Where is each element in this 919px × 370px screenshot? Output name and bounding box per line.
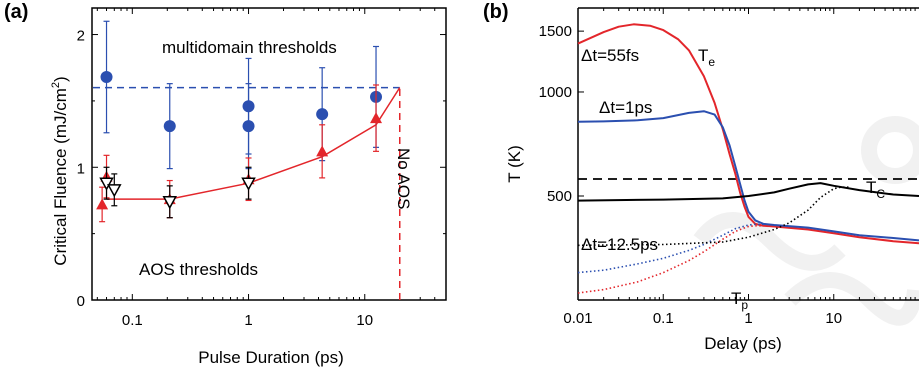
panel-a-series0-point0-marker xyxy=(100,71,113,84)
panel-b-series-5-tp-curve xyxy=(577,186,849,247)
annotation-te-sub: e xyxy=(708,55,715,69)
panel-b-xtick-label-3: 10 xyxy=(825,310,842,327)
panel-a-series1-point0-marker xyxy=(96,198,109,210)
panel-a-xtick-label-0: 0.1 xyxy=(122,312,143,329)
panel-a-ylabel-end: ) xyxy=(51,76,70,82)
annotation-tc: TC xyxy=(866,178,885,201)
panel-b-series-1-tp-curve xyxy=(577,225,764,294)
panel-a-label: (a) xyxy=(4,1,28,23)
panel-b-label: (b) xyxy=(483,1,509,23)
panel-b-series-2-curve xyxy=(577,110,919,242)
panel-b-ylabel: T (K) xyxy=(505,145,524,182)
panel-a-series0-point1-marker xyxy=(163,120,176,133)
panel-a-series0-point3-marker xyxy=(242,120,255,133)
annotation-tp-main: T xyxy=(731,289,741,308)
panel-a-ylabel-sup: 2 xyxy=(50,82,62,88)
panel-b-xtick-label-1: 0.1 xyxy=(653,310,674,327)
annotation-tp-sub: p xyxy=(741,298,748,312)
annotation-multidomain-thresholds: multidomain thresholds xyxy=(162,38,337,57)
annotation-te: Te xyxy=(698,46,715,69)
panel-a-series1-point5-marker xyxy=(370,112,383,124)
annotation-no-aos: No AOS xyxy=(394,148,413,209)
panel-a-ytick-label-1: 1 xyxy=(77,160,85,177)
panel-a-plot: 0.1 1 10 0 1 2 xyxy=(77,7,447,329)
panel-a-series2-point3-marker xyxy=(241,177,256,191)
panel-a-ytick-label-2: 2 xyxy=(77,28,85,45)
panel-b-plot: 0.01 0.1 1 10 500 1000 1500 xyxy=(539,7,919,327)
panel-b-ytick-label-2: 1500 xyxy=(539,23,572,40)
annotation-te-main: T xyxy=(698,46,708,65)
panel-b-series-4-curve xyxy=(577,182,919,202)
annotation-aos-thresholds: AOS thresholds xyxy=(139,260,258,279)
panel-b-xlabel: Delay (ps) xyxy=(704,334,781,353)
panel-a-aos-fit-line xyxy=(106,87,401,200)
panel-b-series-0-curve xyxy=(577,23,919,245)
annotation-tp: Tp xyxy=(731,289,748,312)
panel-a-ylabel: Critical Fluence (mJ/cm2) xyxy=(50,76,70,265)
panel-a-xtick-label-1: 1 xyxy=(244,312,252,329)
panel-a-series2-point1-marker xyxy=(107,184,122,198)
panel-a-ytick-label-0: 0 xyxy=(77,293,85,310)
panel-a-series1-point4-marker xyxy=(316,145,329,157)
annotation-tc-sub: C xyxy=(876,187,885,201)
annotation-dt-1ps: Δt=1ps xyxy=(599,98,652,117)
panel-b-xtick-label-2: 1 xyxy=(744,310,752,327)
panel-a-series0-point4-marker xyxy=(316,108,329,121)
annotation-tc-main: T xyxy=(866,178,876,197)
annotation-dt-12-5ps: Δt=12.5ps xyxy=(581,235,658,254)
panel-a-xlabel: Pulse Duration (ps) xyxy=(198,348,344,367)
annotation-dt-55fs: Δt=55fs xyxy=(581,46,639,65)
panel-a-series2-point0-marker xyxy=(99,177,114,191)
panel-b-ytick-label-1: 1000 xyxy=(539,84,572,101)
panel-b-ytick-label-0: 500 xyxy=(547,188,572,205)
panel-a-ylabel-main: Critical Fluence (mJ/cm xyxy=(51,88,70,266)
panel-a-axes-frame xyxy=(91,7,447,301)
panel-b-xtick-label-0: 0.01 xyxy=(563,310,592,327)
panel-a-xtick-label-2: 10 xyxy=(356,312,373,329)
panel-b-series-3-tp-curve xyxy=(577,223,764,274)
panel-a-series2-point2-marker xyxy=(162,196,178,210)
